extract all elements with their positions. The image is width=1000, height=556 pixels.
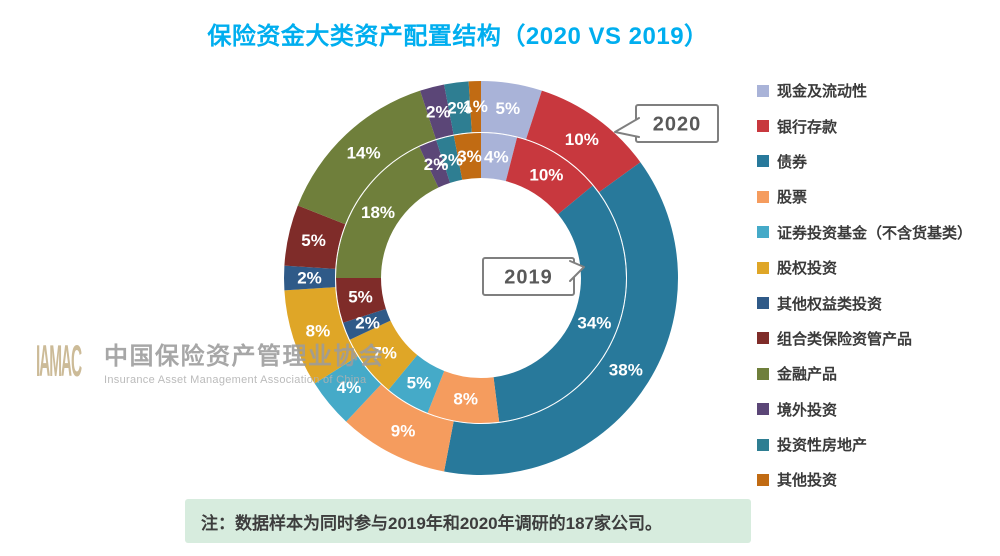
legend-label: 股权投资 bbox=[777, 260, 838, 278]
donut-segment-2019 bbox=[349, 320, 418, 390]
legend-swatch bbox=[757, 297, 769, 310]
percent-label: 2% bbox=[438, 150, 463, 169]
percent-label: 2% bbox=[355, 313, 380, 332]
legend-item: 其他投资 bbox=[757, 462, 972, 497]
legend-item: 债券 bbox=[757, 144, 972, 179]
donut-segment-2020 bbox=[297, 90, 436, 225]
percent-label: 2% bbox=[424, 155, 449, 174]
legend-item: 境外投资 bbox=[757, 392, 972, 427]
legend-item: 股权投资 bbox=[757, 250, 972, 285]
legend-swatch bbox=[757, 261, 769, 274]
legend-swatch bbox=[757, 84, 769, 97]
donut-segment-2020 bbox=[481, 81, 542, 140]
donut-segment-2019 bbox=[453, 133, 481, 180]
legend-swatch bbox=[757, 190, 769, 203]
legend-swatch bbox=[757, 226, 769, 239]
donut-segment-2020 bbox=[444, 162, 678, 475]
legend-label: 金融产品 bbox=[777, 366, 838, 384]
legend-item: 其他权益类投资 bbox=[757, 285, 972, 320]
percent-label: 34% bbox=[577, 313, 611, 332]
legend-item: 现金及流动性 bbox=[757, 73, 972, 108]
legend-label: 投资性房地产 bbox=[777, 437, 868, 455]
donut-segment-2019 bbox=[505, 137, 593, 215]
callout-2020-pointer bbox=[614, 117, 640, 138]
donut-segment-2019 bbox=[481, 133, 518, 182]
legend-label: 其他权益类投资 bbox=[777, 295, 883, 313]
legend-swatch bbox=[757, 120, 769, 133]
legend-label: 组合类保险资管产品 bbox=[777, 330, 913, 348]
legend-swatch bbox=[757, 367, 769, 380]
page-title: 保险资金大类资产配置结构（2020 VS 2019） bbox=[207, 23, 709, 50]
donut-segment-2019 bbox=[493, 185, 627, 422]
watermark-name-en: Insurance Asset Management Association o… bbox=[104, 374, 367, 386]
donut-segment-2020 bbox=[284, 205, 346, 269]
percent-label: 2% bbox=[426, 102, 451, 121]
percent-label: 1% bbox=[463, 97, 488, 116]
percent-label: 7% bbox=[372, 343, 397, 362]
donut-segment-2020 bbox=[468, 81, 481, 133]
percent-label: 3% bbox=[457, 147, 482, 166]
legend-swatch bbox=[757, 438, 769, 451]
percent-label: 5% bbox=[301, 231, 326, 250]
callout-2019-pointer bbox=[569, 260, 585, 282]
legend-swatch bbox=[757, 155, 769, 168]
percent-label: 5% bbox=[348, 288, 373, 307]
iamac-logo-icon: IAMAC bbox=[36, 336, 82, 386]
legend-label: 其他投资 bbox=[777, 472, 838, 490]
legend-label: 境外投资 bbox=[777, 401, 838, 419]
legend-label: 现金及流动性 bbox=[777, 83, 868, 101]
percent-label: 4% bbox=[484, 148, 509, 167]
donut-segment-2019 bbox=[343, 308, 391, 340]
donut-segment-2019 bbox=[427, 370, 500, 424]
callout-2020-label: 2020 bbox=[653, 114, 702, 136]
donut-segment-2020 bbox=[526, 90, 641, 193]
donut-segment-2019 bbox=[436, 135, 463, 183]
callout-2019-label: 2019 bbox=[504, 267, 553, 289]
legend-item: 银行存款 bbox=[757, 108, 972, 143]
legend-swatch bbox=[757, 332, 769, 345]
legend-label: 股票 bbox=[777, 189, 808, 207]
donut-segment-2019 bbox=[388, 355, 445, 413]
legend-item: 股票 bbox=[757, 179, 972, 214]
legend-item: 证券投资基金（不含货基类） bbox=[757, 215, 972, 250]
legend-label: 债券 bbox=[777, 153, 808, 171]
donut-segment-2020 bbox=[314, 356, 382, 422]
percent-label: 9% bbox=[391, 421, 416, 440]
legend-label: 证券投资基金（不含货基类） bbox=[777, 224, 973, 242]
legend-swatch bbox=[757, 403, 769, 416]
ring-separator bbox=[335, 132, 627, 424]
percent-label: 8% bbox=[453, 390, 478, 409]
donut-segment-2020 bbox=[444, 81, 472, 135]
legend-label: 银行存款 bbox=[777, 118, 838, 136]
legend: 现金及流动性 银行存款债券股票证券投资基金（不含货基类） 股权投资其他权益类投资组合… bbox=[757, 73, 972, 498]
watermark-name-cn: 中国保险资产管理业协会 bbox=[104, 343, 385, 370]
percent-label: 14% bbox=[347, 144, 381, 163]
legend-item: 金融产品 bbox=[757, 356, 972, 391]
percent-label: 8% bbox=[306, 322, 331, 341]
legend-swatch bbox=[757, 473, 769, 486]
percent-label: 5% bbox=[407, 374, 432, 393]
percent-label: 38% bbox=[609, 360, 643, 379]
watermark: IAMAC 中国保险资产管理业协会 Insurance Asset Manage… bbox=[36, 336, 385, 388]
percent-label: 2% bbox=[447, 98, 472, 117]
donut-segment-2019 bbox=[419, 140, 451, 188]
donut-segment-2020 bbox=[346, 384, 454, 472]
percent-label: 4% bbox=[337, 378, 362, 397]
donut-segment-2019 bbox=[336, 278, 386, 323]
donut-segment-2020 bbox=[284, 287, 358, 384]
percent-label: 10% bbox=[529, 166, 563, 185]
donut-segment-2020 bbox=[420, 84, 454, 140]
legend-item: 组合类保险资管产品 bbox=[757, 321, 972, 356]
footnote: 注：数据样本为同时参与2019年和2020年调研的187家公司。 bbox=[185, 499, 751, 543]
donut-segment-2019 bbox=[336, 146, 439, 278]
percent-label: 18% bbox=[361, 203, 395, 222]
percent-label: 5% bbox=[496, 99, 521, 118]
donut-segment-2020 bbox=[284, 265, 336, 291]
legend-item: 投资性房地产 bbox=[757, 427, 972, 462]
percent-label: 10% bbox=[565, 130, 599, 149]
percent-label: 2% bbox=[297, 269, 322, 288]
